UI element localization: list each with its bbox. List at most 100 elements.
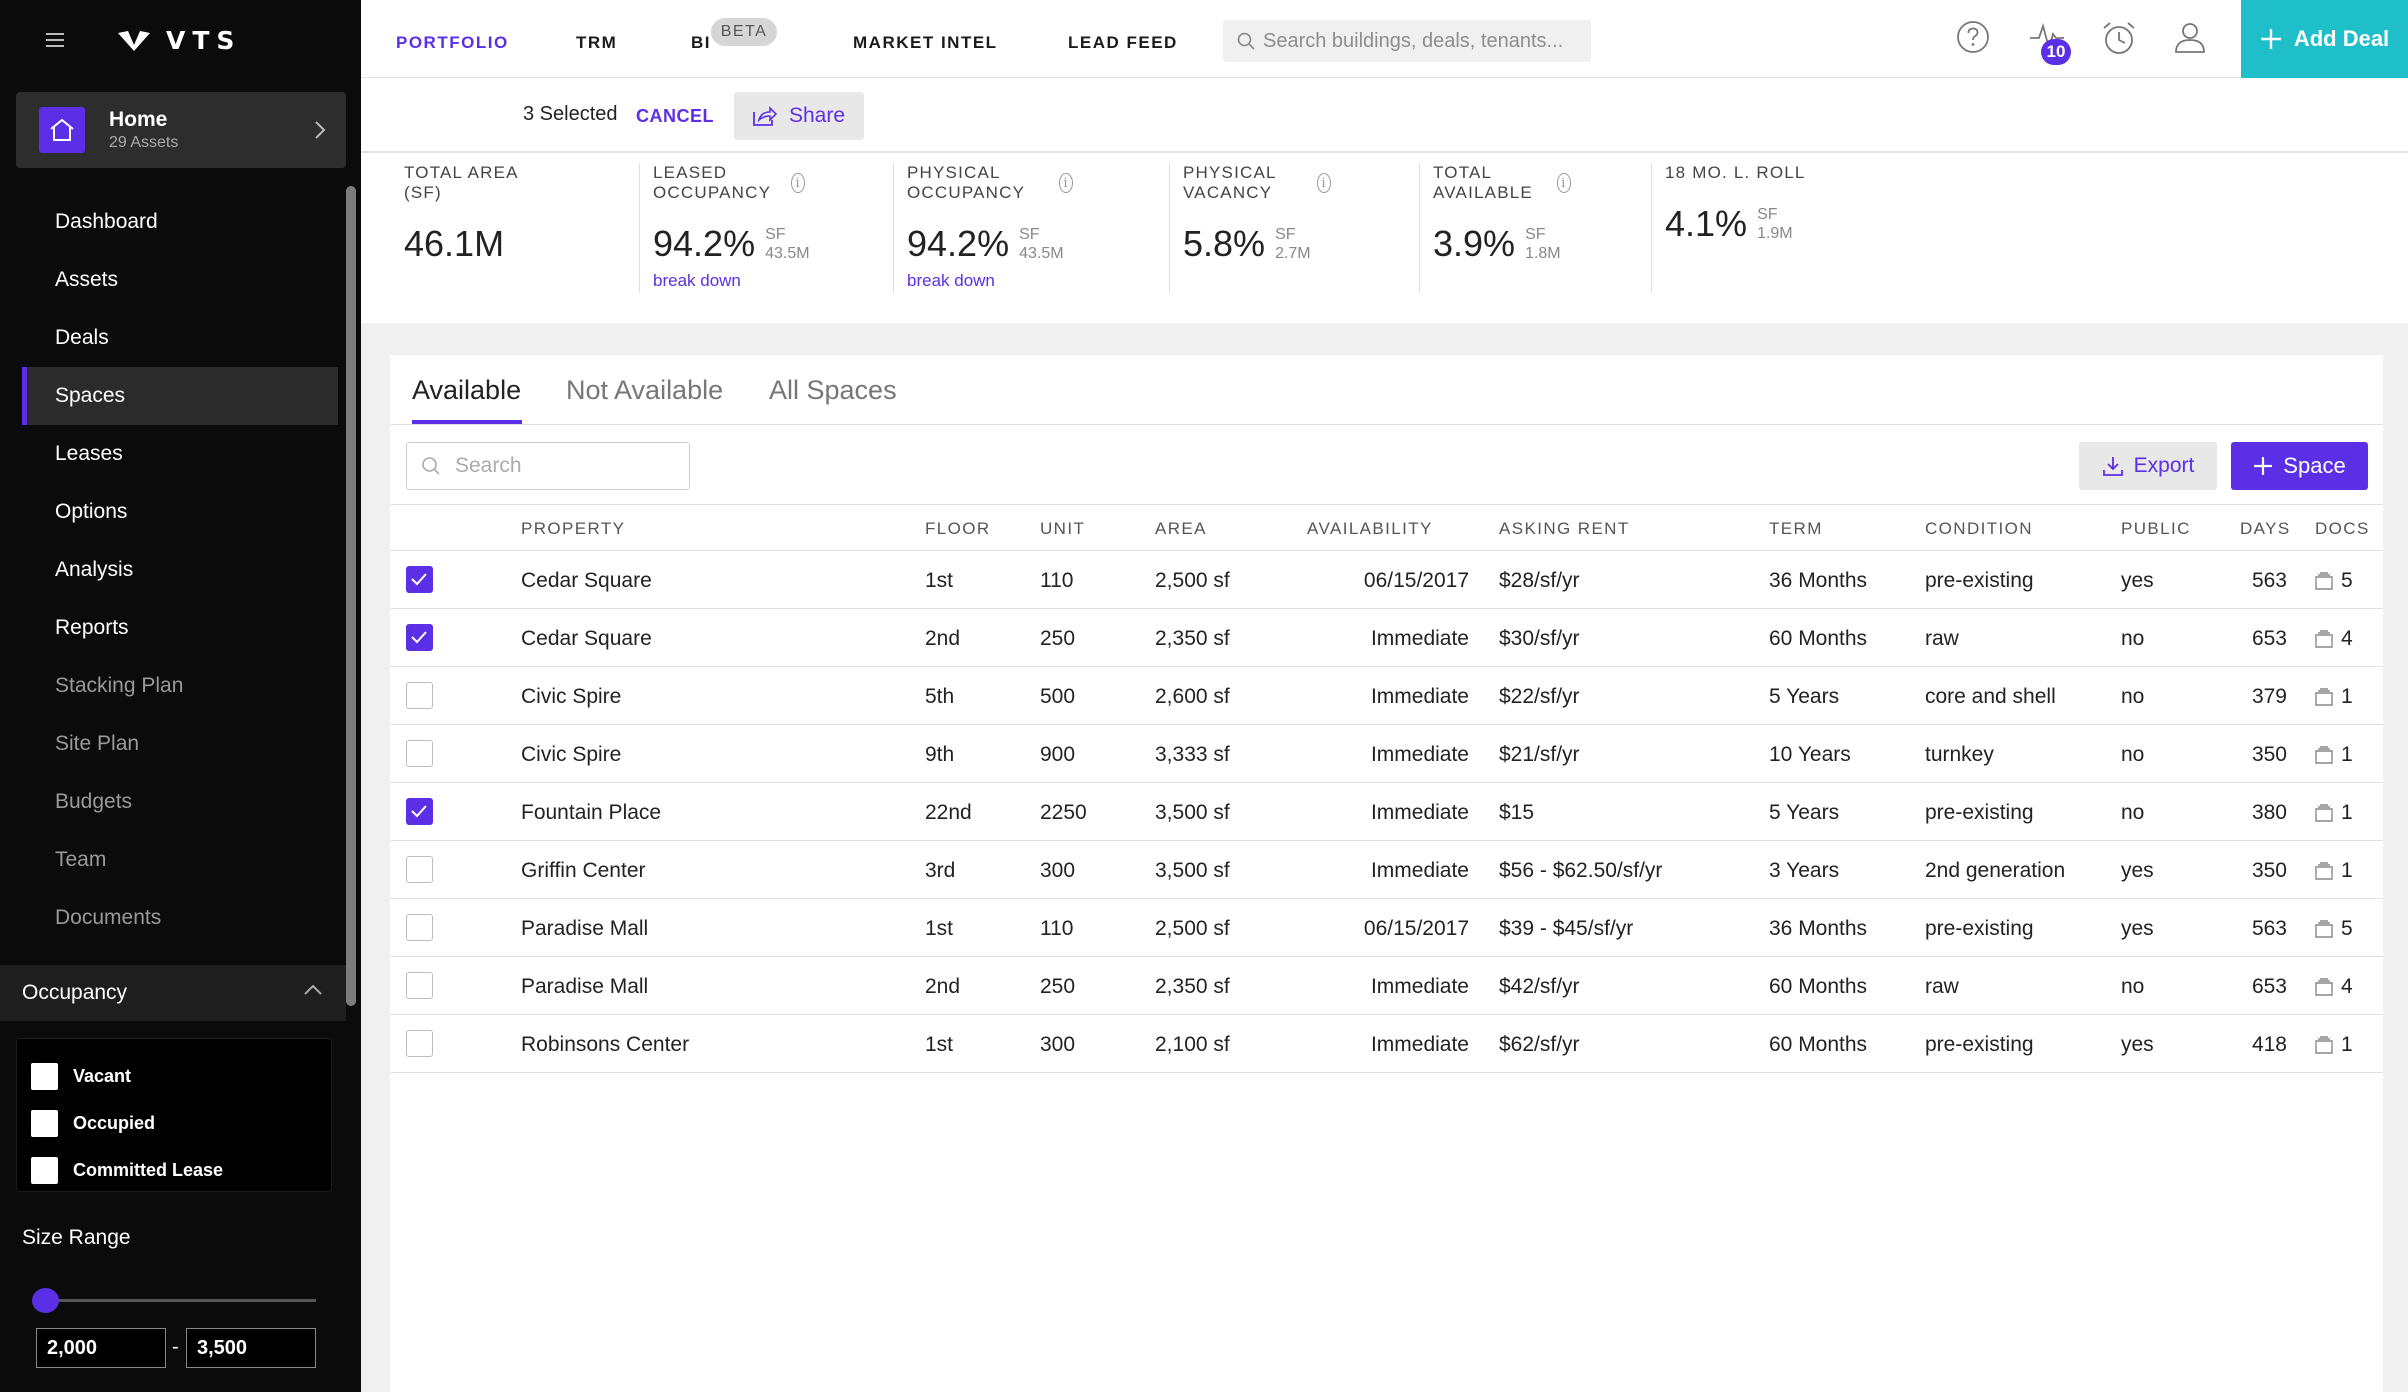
info-icon[interactable]: i — [1556, 173, 1571, 193]
column-header-public[interactable]: PUBLIC — [2121, 519, 2191, 538]
column-header-days[interactable]: DAYS — [2240, 519, 2291, 538]
column-header-docs[interactable]: DOCS — [2315, 519, 2370, 538]
tab-not-available[interactable]: Not Available — [566, 375, 724, 405]
checkmark-icon — [411, 805, 427, 818]
column-header-unit[interactable]: UNIT — [1040, 519, 1086, 538]
help-icon[interactable] — [1956, 20, 1990, 54]
cell-docs[interactable]: 1 — [2314, 1033, 2353, 1057]
break-down-link[interactable]: break down — [653, 271, 741, 290]
stat-label-text: PHYSICAL OCCUPANCY — [907, 163, 1026, 202]
table-row[interactable]: Civic Spire 9th 900 3,333 sf Immediate $21/sf… — [390, 725, 2383, 783]
info-icon[interactable]: i — [1059, 173, 1073, 193]
occupancy-option-occupied[interactable]: Occupied — [17, 1100, 331, 1147]
info-icon[interactable]: i — [1317, 173, 1331, 193]
stat-block: PHYSICAL VACANCY i 5.8% SF 2.7M — [1169, 163, 1331, 293]
column-header-area[interactable]: AREA — [1155, 519, 1207, 538]
sidebar-item-team[interactable]: Team — [55, 848, 107, 871]
sidebar-item-leases[interactable]: Leases — [55, 442, 123, 465]
sidebar-item-stacking-plan[interactable]: Stacking Plan — [55, 674, 184, 697]
row-checkbox[interactable] — [406, 1030, 433, 1057]
cell-public: yes — [2121, 1033, 2154, 1056]
table-row[interactable]: Civic Spire 5th 500 2,600 sf Immediate $22/sf… — [390, 667, 2383, 725]
size-min-input[interactable]: 2,000 — [36, 1328, 166, 1368]
cell-docs[interactable]: 5 — [2314, 917, 2353, 941]
table-row[interactable]: Paradise Mall 1st 110 2,500 sf 06/15/2017 $39… — [390, 899, 2383, 957]
nav-market-intel[interactable]: MARKET INTEL — [853, 33, 998, 52]
size-max-input[interactable]: 3,500 — [186, 1328, 316, 1368]
occupancy-option-vacant[interactable]: Vacant — [17, 1053, 331, 1100]
nav-bi[interactable]: BI — [691, 33, 711, 52]
occupancy-option-committed-lease[interactable]: Committed Lease — [17, 1147, 331, 1194]
cell-docs[interactable]: 1 — [2314, 859, 2353, 883]
size-range-track[interactable] — [36, 1299, 316, 1302]
sidebar-item-options[interactable]: Options — [55, 500, 128, 523]
occupancy-filter-header[interactable]: Occupancy — [0, 965, 346, 1021]
cell-docs[interactable]: 1 — [2314, 743, 2353, 767]
export-button[interactable]: Export — [2079, 442, 2217, 490]
table-row[interactable]: Cedar Square 1st 110 2,500 sf 06/15/2017 $28/… — [390, 551, 2383, 609]
column-header-condition[interactable]: CONDITION — [1925, 519, 2033, 538]
nav-portfolio[interactable]: PORTFOLIO — [396, 33, 509, 52]
sidebar-item-deals[interactable]: Deals — [55, 326, 109, 349]
row-checkbox[interactable] — [406, 914, 433, 941]
nav-trm[interactable]: TRM — [576, 33, 618, 52]
sidebar-item-analysis[interactable]: Analysis — [55, 558, 134, 581]
add-space-button[interactable]: Space — [2231, 442, 2368, 490]
row-checkbox[interactable] — [406, 624, 433, 651]
occupancy-checkbox[interactable] — [31, 1110, 58, 1137]
sidebar-item-spaces[interactable]: Spaces — [22, 367, 338, 425]
sidebar-scrollbar[interactable] — [346, 186, 356, 1006]
sidebar-item-site-plan[interactable]: Site Plan — [55, 732, 140, 755]
column-header-asking-rent[interactable]: ASKING RENT — [1499, 519, 1630, 538]
sidebar-item-budgets[interactable]: Budgets — [55, 790, 133, 813]
sidebar-item-reports[interactable]: Reports — [55, 616, 129, 639]
cell-docs[interactable]: 1 — [2314, 685, 2353, 709]
cell-docs[interactable]: 1 — [2314, 801, 2353, 825]
info-icon[interactable]: i — [791, 173, 805, 193]
table-row[interactable]: Griffin Center 3rd 300 3,500 sf Immediate $56… — [390, 841, 2383, 899]
table-row[interactable]: Cedar Square 2nd 250 2,350 sf Immediate $30/s… — [390, 609, 2383, 667]
home-portfolio-card[interactable]: Home 29 Assets — [16, 92, 346, 168]
cell-docs[interactable]: 4 — [2314, 975, 2353, 999]
stat-label: 18 MO. L. ROLL — [1665, 163, 1851, 183]
row-checkbox[interactable] — [406, 972, 433, 999]
cell-docs[interactable]: 4 — [2314, 627, 2353, 651]
row-checkbox[interactable] — [406, 740, 433, 767]
notification-count-badge[interactable]: 10 — [2041, 39, 2071, 65]
size-range-handle[interactable] — [32, 1288, 59, 1313]
sidebar-item-documents[interactable]: Documents — [55, 906, 162, 929]
add-deal-button[interactable]: Add Deal — [2241, 0, 2408, 78]
column-header-property[interactable]: PROPERTY — [521, 519, 626, 538]
column-header-availability[interactable]: AVAILABILITY — [1307, 519, 1433, 538]
nav-lead-feed[interactable]: LEAD FEED — [1068, 33, 1178, 52]
table-row[interactable]: Fountain Place 22nd 2250 3,500 sf Immediate $… — [390, 783, 2383, 841]
occupancy-checkbox[interactable] — [31, 1063, 58, 1090]
alarm-clock-icon[interactable] — [2101, 20, 2137, 56]
global-search[interactable] — [1223, 20, 1591, 62]
row-checkbox[interactable] — [406, 856, 433, 883]
user-icon[interactable] — [2173, 20, 2207, 54]
column-header-term[interactable]: TERM — [1769, 519, 1823, 538]
hamburger-menu-icon[interactable] — [46, 33, 64, 47]
spaces-search-input[interactable] — [455, 454, 675, 478]
sidebar-item-assets[interactable]: Assets — [55, 268, 119, 291]
column-header-floor[interactable]: FLOOR — [925, 519, 991, 538]
sidebar-item-dashboard[interactable]: Dashboard — [55, 210, 158, 233]
row-checkbox[interactable] — [406, 798, 433, 825]
cancel-selection-button[interactable]: CANCEL — [636, 106, 714, 126]
occupancy-checkbox[interactable] — [31, 1157, 58, 1184]
tab-available[interactable]: Available — [412, 375, 522, 405]
spaces-search[interactable] — [406, 442, 690, 490]
global-search-input[interactable] — [1263, 29, 1583, 53]
docs-count: 5 — [2341, 569, 2353, 592]
vts-logo[interactable]: VTS — [116, 26, 241, 55]
table-row[interactable]: Robinsons Center 1st 300 2,100 sf Immediate $… — [390, 1015, 2383, 1073]
break-down-link[interactable]: break down — [907, 271, 995, 290]
tab-all-spaces[interactable]: All Spaces — [769, 375, 897, 405]
table-row[interactable]: Paradise Mall 2nd 250 2,350 sf Immediate $42/… — [390, 957, 2383, 1015]
home-icon — [39, 107, 85, 153]
cell-docs[interactable]: 5 — [2314, 569, 2353, 593]
share-button[interactable]: Share — [734, 92, 864, 140]
row-checkbox[interactable] — [406, 682, 433, 709]
row-checkbox[interactable] — [406, 566, 433, 593]
